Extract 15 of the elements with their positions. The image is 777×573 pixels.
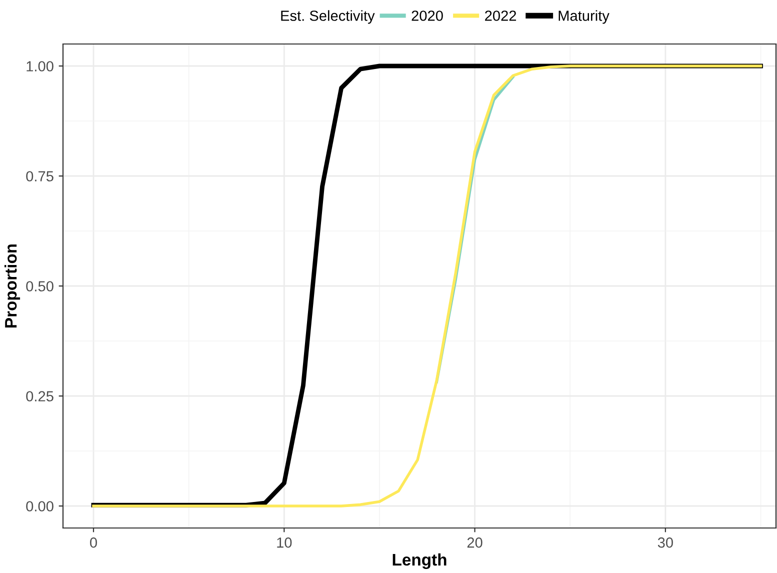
y-axis-title: Proportion (4, 244, 20, 328)
legend-label: 2022 (485, 10, 516, 21)
legend-label: Maturity (558, 10, 610, 24)
x-tick-label: 30 (658, 537, 673, 548)
y-tick-label: 0.00 (26, 501, 54, 512)
y-tick-label: 1.00 (26, 61, 54, 72)
x-tick-label: 10 (277, 537, 292, 548)
y-tick-label: 0.25 (26, 391, 54, 402)
y-tick-label: 0.75 (26, 171, 54, 182)
y-tick-label: 0.50 (26, 281, 54, 292)
x-tick-label: 0 (90, 537, 97, 548)
x-axis-title: Length (392, 553, 446, 570)
legend-title: Est. Selectivity (281, 10, 375, 24)
x-tick-label: 20 (467, 537, 482, 548)
legend-label: 2020 (412, 10, 443, 21)
